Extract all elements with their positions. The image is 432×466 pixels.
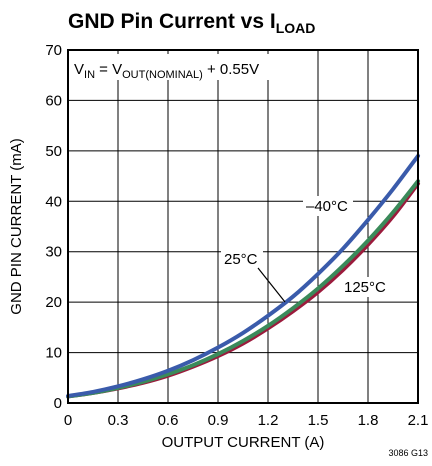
x-tick-label: 1.2 xyxy=(258,412,279,429)
annotation-minus40: –40°C xyxy=(306,198,348,215)
chart-title: GND Pin Current vs ILOAD xyxy=(68,10,315,36)
y-tick-label: 0 xyxy=(54,395,62,412)
y-tick-label: 30 xyxy=(45,244,62,261)
plot-frame xyxy=(67,49,419,404)
x-tick-label: 0.3 xyxy=(108,412,129,429)
y-tick-label: 50 xyxy=(45,143,62,160)
series-layer xyxy=(66,153,420,399)
annotation-125-background xyxy=(341,277,391,297)
series-line xyxy=(66,153,420,398)
annotation-125: 125°C xyxy=(344,279,386,296)
y-tick-label: 20 xyxy=(45,294,62,311)
condition-background xyxy=(70,54,314,80)
x-axis-label: OUTPUT CURRENT (A) xyxy=(162,434,325,451)
annotation-25-background xyxy=(221,249,263,269)
y-tick-label: 10 xyxy=(45,345,62,362)
figure-id: 3086 G13 xyxy=(388,448,428,458)
x-tick-label: 1.8 xyxy=(358,412,379,429)
annotation-minus40-background xyxy=(303,196,353,216)
x-tick-label: 0.6 xyxy=(158,412,179,429)
y-tick-label: 60 xyxy=(45,92,62,109)
y-tick-label: 70 xyxy=(45,42,62,59)
x-tick-label: 2.1 xyxy=(408,412,429,429)
tick-labels: 0 0.3 0.6 0.9 1.2 1.5 1.8 2.1 0 10 20 30 40 50 60 70 xyxy=(45,42,428,429)
y-tick-label: 40 xyxy=(45,193,62,210)
condition-label: VIN = VOUT(NOMINAL) + 0.55V xyxy=(74,61,259,81)
annotation-25-leader xyxy=(257,267,286,303)
annotation-25: 25°C xyxy=(224,251,258,268)
x-tick-label: 0 xyxy=(64,412,72,429)
x-tick-label: 0.9 xyxy=(208,412,229,429)
y-axis-label: GND PIN CURRENT (mA) xyxy=(8,138,25,314)
x-tick-label: 1.5 xyxy=(308,412,329,429)
plot-grid xyxy=(68,50,418,403)
